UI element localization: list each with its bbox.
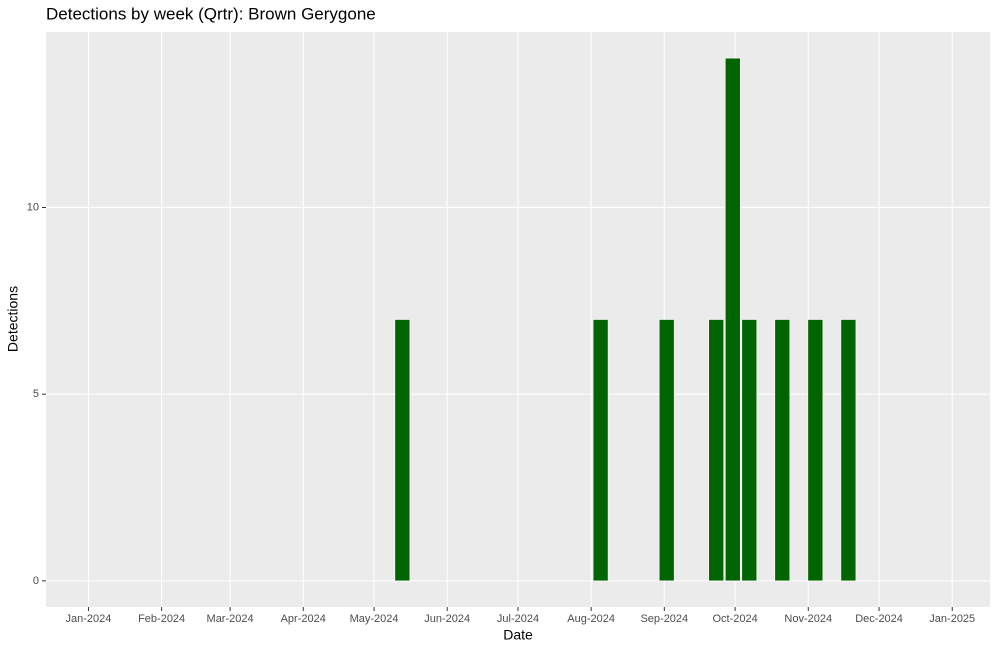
bar <box>807 319 824 582</box>
y-tick-label: 5 <box>33 388 39 400</box>
x-tick-label: Oct-2024 <box>712 613 757 625</box>
y-tick-label: 0 <box>33 575 39 587</box>
bar <box>708 319 725 582</box>
bar <box>840 319 857 582</box>
y-axis-title: Detections <box>5 286 21 352</box>
x-tick-label: Jul-2024 <box>497 613 539 625</box>
x-tick-label: Jan-2024 <box>66 613 112 625</box>
x-tick-label: Sep-2024 <box>640 613 688 625</box>
x-tick-label: Jan-2025 <box>929 613 975 625</box>
x-tick-label: Dec-2024 <box>855 613 903 625</box>
bar <box>394 319 411 582</box>
bar <box>724 57 741 582</box>
bar <box>658 319 675 582</box>
bar <box>741 319 758 582</box>
x-tick-label: Aug-2024 <box>567 613 615 625</box>
x-axis-title: Date <box>503 627 533 643</box>
x-tick-label: Feb-2024 <box>138 613 185 625</box>
x-tick-label: Nov-2024 <box>784 613 832 625</box>
x-tick-label: May-2024 <box>350 613 399 625</box>
chart-title: Detections by week (Qrtr): Brown Gerygon… <box>46 4 376 23</box>
bar <box>592 319 609 582</box>
y-tick-label: 10 <box>27 201 39 213</box>
x-tick-label: Mar-2024 <box>207 613 254 625</box>
x-tick-label: Apr-2024 <box>281 613 326 625</box>
bar <box>774 319 791 582</box>
x-tick-label: Jun-2024 <box>424 613 470 625</box>
